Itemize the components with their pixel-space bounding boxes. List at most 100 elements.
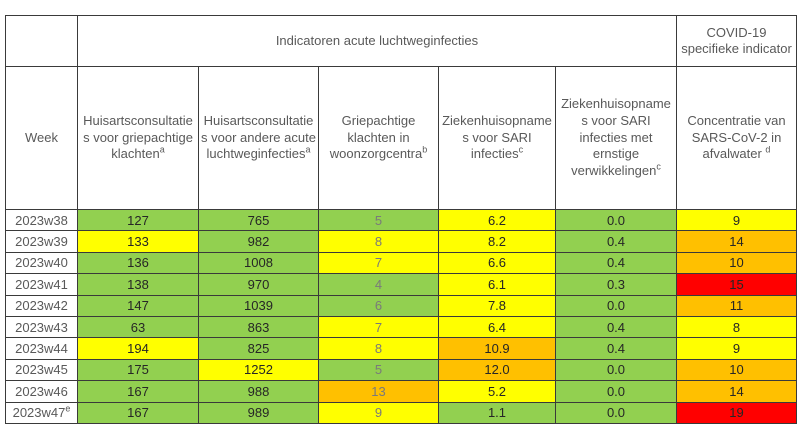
value-cell: 0.0 bbox=[555, 208, 677, 232]
col-header-3: Griepachtige klachten in woonzorgcentrab bbox=[318, 66, 439, 210]
value-cell: 6.6 bbox=[438, 251, 556, 275]
col-header-5: Ziekenhuisopnames voor SARI infecties me… bbox=[555, 66, 677, 210]
week-cell: 2023w39 bbox=[5, 230, 78, 253]
week-cell: 2023w44 bbox=[5, 337, 78, 360]
value-cell: 5 bbox=[318, 358, 439, 382]
group-header-acute-luchtweginfecties: Indicatoren acute luchtweginfecties bbox=[77, 15, 677, 67]
top-left-spacer bbox=[5, 15, 78, 67]
value-cell: 13 bbox=[318, 380, 439, 403]
value-cell: 1.1 bbox=[438, 401, 556, 424]
value-cell: 4 bbox=[318, 273, 439, 296]
table-row-2023w39: 2023w39 133 982 8 8.2 0.4 14 bbox=[5, 230, 797, 253]
col-header-1: Huisartsconsultaties voor griepachtige k… bbox=[77, 66, 199, 210]
table-row-2023w46: 2023w46 167 988 13 5.2 0.0 14 bbox=[5, 380, 797, 403]
value-cell: 136 bbox=[77, 251, 199, 275]
value-cell: 6.2 bbox=[438, 208, 556, 232]
col-header-label: Week bbox=[25, 129, 58, 145]
value-cell: 167 bbox=[77, 380, 199, 403]
col-header-label: Huisartsconsultaties voor griepachtige k… bbox=[83, 113, 193, 162]
table-row-2023w44: 2023w44 194 825 8 10.9 0.4 9 bbox=[5, 337, 797, 360]
value-cell: 982 bbox=[198, 230, 319, 253]
col-header-label: Griepachtige klachten in woonzorgcentra bbox=[329, 113, 423, 162]
value-cell: 825 bbox=[198, 337, 319, 360]
value-cell: 0.0 bbox=[555, 380, 677, 403]
footnote-marker: d bbox=[765, 144, 771, 155]
value-cell: 14 bbox=[676, 380, 797, 403]
indicators-table: Indicatoren acute luchtweginfecties COVI… bbox=[5, 15, 797, 424]
footnote-marker: c bbox=[656, 161, 661, 172]
value-cell: 1008 bbox=[198, 251, 319, 275]
footnote-marker: a bbox=[159, 144, 165, 155]
value-cell: 9 bbox=[676, 337, 797, 360]
value-cell: 0.0 bbox=[555, 294, 677, 317]
table-body: 2023w38 127 765 5 6.2 0.0 9 2023w39 133 982 8 8.2 0.… bbox=[5, 208, 797, 424]
value-cell: 11 bbox=[676, 294, 797, 317]
week-cell: 2023w38 bbox=[5, 208, 78, 232]
table-row-2023w38: 2023w38 127 765 5 6.2 0.0 9 bbox=[5, 208, 797, 232]
value-cell: 970 bbox=[198, 273, 319, 296]
value-cell: 167 bbox=[77, 401, 199, 424]
value-cell: 0.4 bbox=[555, 315, 677, 339]
col-header-label: Ziekenhuisopnames voor SARI infecties me… bbox=[561, 96, 671, 178]
week-cell: 2023w42 bbox=[5, 294, 78, 317]
value-cell: 19 bbox=[676, 401, 797, 424]
value-cell: 138 bbox=[77, 273, 199, 296]
week-cell: 2023w40 bbox=[5, 251, 78, 275]
week-cell: 2023w43 bbox=[5, 315, 78, 339]
table-row-2023w43: 2023w43 63 863 7 6.4 0.4 8 bbox=[5, 315, 797, 339]
value-cell: 9 bbox=[676, 208, 797, 232]
footnote-marker: c bbox=[518, 144, 524, 155]
week-cell: 2023w46 bbox=[5, 380, 78, 403]
col-header-week: Week bbox=[5, 66, 78, 210]
col-header-4: Ziekenhuisopnames voor SARI infectiesc bbox=[438, 66, 556, 210]
value-cell: 0.0 bbox=[555, 358, 677, 382]
value-cell: 8.2 bbox=[438, 230, 556, 253]
col-header-6: Concentratie van SARS-CoV-2 in afvalwate… bbox=[676, 66, 797, 210]
value-cell: 765 bbox=[198, 208, 319, 232]
value-cell: 147 bbox=[77, 294, 199, 317]
group-header-covid19: COVID-19 specifieke indicator bbox=[676, 15, 797, 67]
table-row-2023w45: 2023w45 175 1252 5 12.0 0.0 10 bbox=[5, 358, 797, 382]
value-cell: 6.1 bbox=[438, 273, 556, 296]
value-cell: 12.0 bbox=[438, 358, 556, 382]
col-header-label: Ziekenhuisopnames voor SARI infecties bbox=[442, 113, 552, 162]
value-cell: 8 bbox=[318, 230, 439, 253]
value-cell: 8 bbox=[318, 337, 439, 360]
group-header-row: Indicatoren acute luchtweginfecties COVI… bbox=[5, 15, 797, 67]
value-cell: 0.4 bbox=[555, 251, 677, 275]
value-cell: 1039 bbox=[198, 294, 319, 317]
value-cell: 10 bbox=[676, 358, 797, 382]
value-cell: 10.9 bbox=[438, 337, 556, 360]
value-cell: 127 bbox=[77, 208, 199, 232]
value-cell: 10 bbox=[676, 251, 797, 275]
table-header: Indicatoren acute luchtweginfecties COVI… bbox=[5, 15, 797, 210]
table-row-2023w42: 2023w42 147 1039 6 7.8 0.0 11 bbox=[5, 294, 797, 317]
value-cell: 15 bbox=[676, 273, 797, 296]
value-cell: 14 bbox=[676, 230, 797, 253]
footnote-marker: a bbox=[305, 144, 311, 155]
value-cell: 7.8 bbox=[438, 294, 556, 317]
value-cell: 0.0 bbox=[555, 401, 677, 424]
col-header-label: Huisartsconsultaties voor andere acute l… bbox=[201, 113, 316, 162]
table-row-2023w47: 2023w47e 167 989 9 1.1 0.0 19 bbox=[5, 401, 797, 424]
value-cell: 7 bbox=[318, 251, 439, 275]
value-cell: 6.4 bbox=[438, 315, 556, 339]
value-cell: 0.4 bbox=[555, 337, 677, 360]
value-cell: 194 bbox=[77, 337, 199, 360]
week-cell: 2023w47e bbox=[5, 401, 78, 424]
footnote-marker: e bbox=[65, 403, 71, 414]
value-cell: 175 bbox=[77, 358, 199, 382]
col-header-label: Concentratie van SARS-CoV-2 in afvalwate… bbox=[687, 113, 786, 162]
table-row-2023w41: 2023w41 138 970 4 6.1 0.3 15 bbox=[5, 273, 797, 296]
value-cell: 988 bbox=[198, 380, 319, 403]
week-cell: 2023w45 bbox=[5, 358, 78, 382]
value-cell: 7 bbox=[318, 315, 439, 339]
value-cell: 9 bbox=[318, 401, 439, 424]
value-cell: 0.3 bbox=[555, 273, 677, 296]
value-cell: 8 bbox=[676, 315, 797, 339]
column-header-row: Week Huisartsconsultaties voor griepachti… bbox=[5, 66, 797, 210]
week-cell: 2023w41 bbox=[5, 273, 78, 296]
value-cell: 5.2 bbox=[438, 380, 556, 403]
footnote-marker: b bbox=[422, 144, 428, 155]
